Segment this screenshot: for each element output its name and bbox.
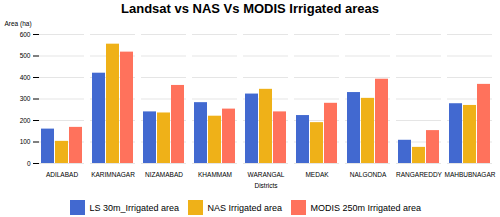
html-text:NAS Irrigated area: NAS Irrigated area [207,202,282,213]
svg-text:NALGONDA: NALGONDA [350,171,387,178]
html-text:LS 30m_Irrigated area: LS 30m_Irrigated area [89,202,179,213]
svg-text:MEDAK: MEDAK [305,171,329,178]
svg-text:KARIMNAGAR: KARIMNAGAR [91,171,135,178]
svg-text:WARANGAL: WARANGAL [248,171,285,178]
svg-text:0: 0 [27,160,31,167]
svg-text:500: 500 [20,52,31,59]
svg-text:600: 600 [20,31,31,38]
svg-text:300: 300 [20,95,31,102]
svg-text:KHAMMAM: KHAMMAM [198,171,232,178]
svg-text:NIZAMABAD: NIZAMABAD [145,171,183,178]
svg-text:RANGAREDDY: RANGAREDDY [396,171,443,178]
svg-text:MAHBUBNAGAR: MAHBUBNAGAR [445,171,496,178]
svg-text:ADILABAD: ADILABAD [46,171,78,178]
svg-text:400: 400 [20,74,31,81]
svg-text:Districts: Districts [254,182,278,189]
html-text:Landsat vs NAS Vs MODIS Irriga: Landsat vs NAS Vs MODIS Irrigated areas [121,1,379,16]
svg-text:100: 100 [20,138,31,145]
svg-text:200: 200 [20,117,31,124]
html-text:MODIS 250m Irrigated area: MODIS 250m Irrigated area [310,202,422,213]
svg-text:Area (ha): Area (ha) [5,20,32,28]
